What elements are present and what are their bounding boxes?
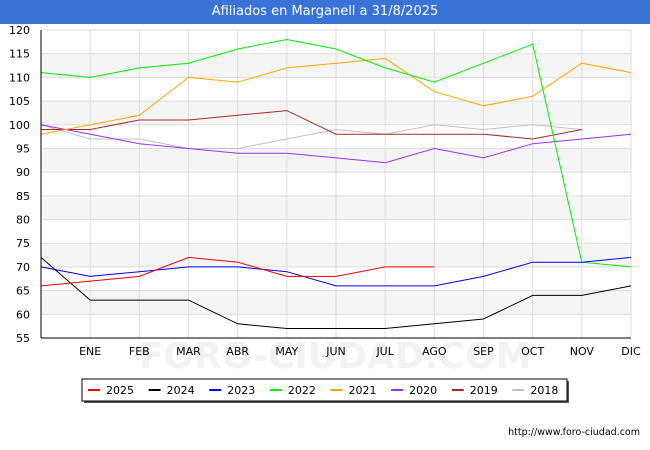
y-tick-label: 85 xyxy=(16,190,30,203)
legend-label-2024: 2024 xyxy=(167,384,195,397)
chart-title: Afiliados en Marganell a 31/8/2025 xyxy=(0,0,650,24)
legend-label-2022: 2022 xyxy=(288,384,316,397)
x-tick-label: DIC xyxy=(621,345,641,358)
y-tick-label: 75 xyxy=(16,237,30,250)
series-line-2023 xyxy=(40,256,632,287)
y-tick-label: 120 xyxy=(9,24,30,37)
y-tick-label: 70 xyxy=(16,261,30,274)
y-tick-label: 110 xyxy=(9,71,30,84)
x-tick-label: MAR xyxy=(176,345,201,358)
source-credit: http://www.foro-ciudad.com xyxy=(508,427,640,438)
series-lines xyxy=(40,38,632,329)
x-tick-label: JUL xyxy=(375,345,394,358)
y-tick-label: 55 xyxy=(16,332,30,345)
axes xyxy=(40,30,631,339)
x-tick-labels: ENE FEB MAR ABR MAY JUN JUL AGO SEP OCT NOV DIC xyxy=(79,345,641,358)
series-line-2024 xyxy=(40,257,632,329)
series-line-2021 xyxy=(40,57,632,135)
x-tick-label: FEB xyxy=(129,345,150,358)
legend-label-2021: 2021 xyxy=(349,384,377,397)
y-tick-label: 80 xyxy=(16,214,30,227)
y-tick-label: 105 xyxy=(9,95,30,108)
y-tick-label: 95 xyxy=(16,142,30,155)
series-line-2025 xyxy=(40,256,435,287)
watermark: FORO-CIUDAD.COM xyxy=(139,336,531,377)
y-tick-label: 115 xyxy=(9,48,30,61)
x-tick-label: OCT xyxy=(521,345,544,358)
y-tick-label: 65 xyxy=(16,285,30,298)
legend-label-2025: 2025 xyxy=(106,384,134,397)
x-tick-label: NOV xyxy=(570,345,595,358)
y-tick-label: 100 xyxy=(9,119,30,132)
series-line-2022 xyxy=(40,38,632,268)
x-tick-label: ABR xyxy=(226,345,249,358)
y-tick-labels: 55 60 65 70 75 80 85 90 95 100 105 110 115 120 xyxy=(9,24,30,345)
x-tick-label: AGO xyxy=(422,345,447,358)
legend-label-2023: 2023 xyxy=(227,384,255,397)
y-tick-label: 60 xyxy=(16,308,30,321)
legend-label-2020: 2020 xyxy=(409,384,437,397)
legend: 2025 2024 2023 2022 2021 2020 2019 2018 xyxy=(81,378,569,403)
legend-label-2018: 2018 xyxy=(530,384,558,397)
x-tick-label: SEP xyxy=(473,345,494,358)
series-line-2019 xyxy=(41,110,582,140)
x-tick-label: JUN xyxy=(325,345,346,358)
x-tick-label: ENE xyxy=(79,345,101,358)
series-line-2020 xyxy=(40,124,632,164)
series-line-2018 xyxy=(40,124,582,149)
legend-box xyxy=(81,378,568,402)
legend-label-2019: 2019 xyxy=(470,384,498,397)
y-tick-label: 90 xyxy=(16,166,30,179)
x-tick-label: MAY xyxy=(275,345,298,358)
